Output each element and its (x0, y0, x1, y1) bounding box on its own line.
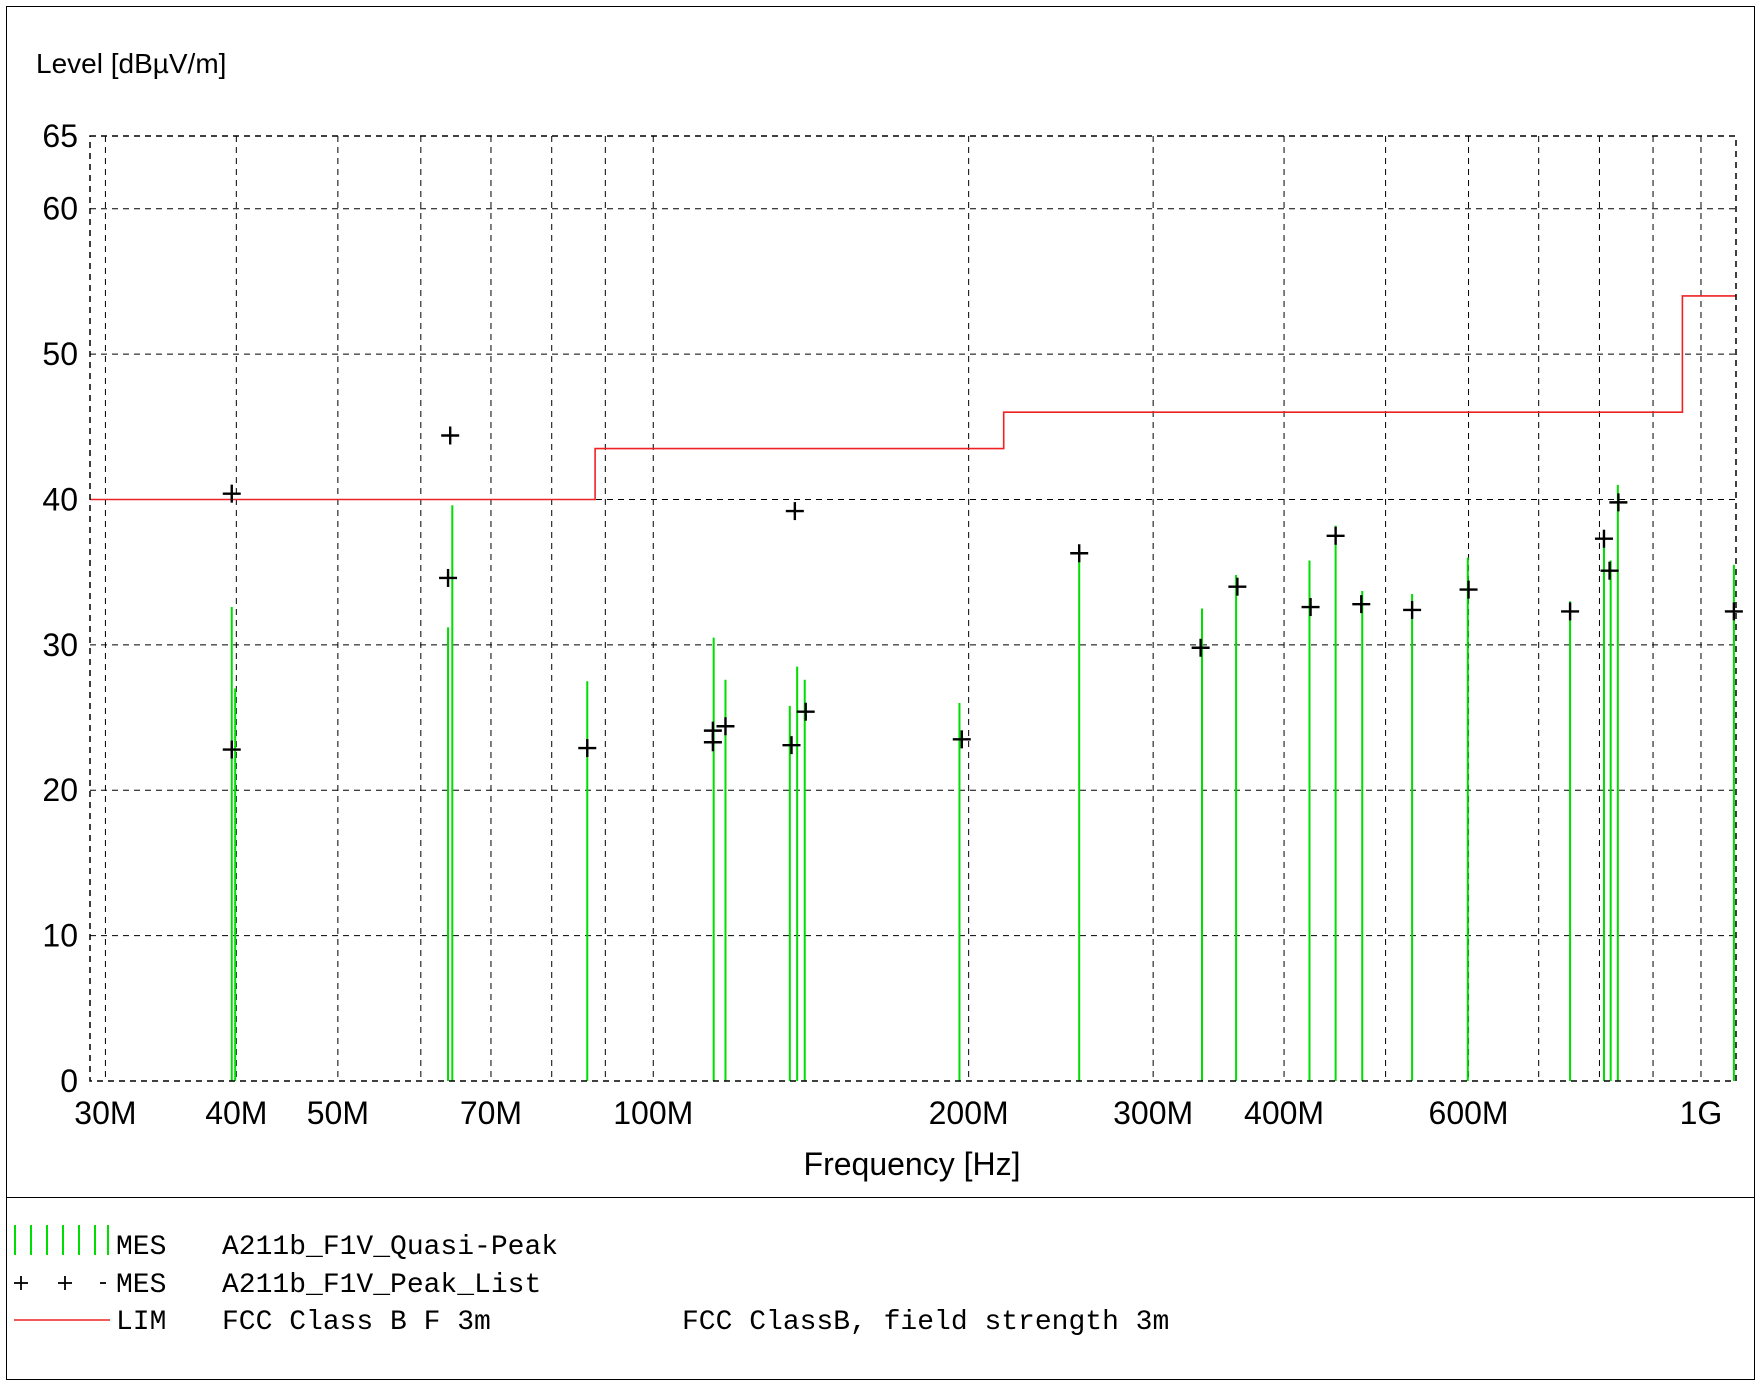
x-tick-label: 100M (613, 1095, 693, 1131)
legend-series-name: FCC Class B F 3m (222, 1307, 491, 1338)
x-tick-label: 400M (1244, 1095, 1324, 1131)
y-tick-label: 50 (42, 336, 78, 372)
y-tick-label: 30 (42, 627, 78, 663)
legend-tag: LIM (116, 1307, 166, 1338)
peak-marker (441, 426, 460, 445)
legend-series-description: FCC ClassB, field strength 3m (682, 1307, 1169, 1338)
peak-marker (439, 568, 458, 587)
quasi-peak-series (230, 484, 1735, 1081)
peak-marker (1301, 598, 1320, 617)
legend-swatch-quasi-peak (14, 1225, 109, 1255)
legend-series-name: A211b_F1V_Quasi-Peak (222, 1232, 558, 1263)
peak-marker (1352, 595, 1371, 614)
x-tick-label: 50M (307, 1095, 369, 1131)
y-tick-label: 0 (60, 1063, 78, 1099)
x-tick-label: 40M (205, 1095, 267, 1131)
peak-marker (578, 739, 597, 758)
peak-marker (1594, 529, 1613, 548)
peak-marker (716, 717, 735, 736)
x-tick-label: 300M (1113, 1095, 1193, 1131)
peak-marker (1459, 580, 1478, 599)
y-tick-labels: 0 10 20 30 40 50 60 65 (42, 118, 78, 1099)
legend-separator (6, 1197, 1755, 1198)
legend-series-name: A211b_F1V_Peak_List (222, 1270, 541, 1301)
grid (90, 136, 1736, 1081)
peak-marker (1191, 638, 1210, 657)
peak-marker (222, 740, 241, 759)
peak-marker (703, 733, 722, 752)
x-tick-labels: 30M 40M 50M 70M 100M 200M 300M 400M 600M 1G (74, 1095, 1722, 1131)
peak-marker (1609, 493, 1628, 512)
plot-area-border (89, 135, 1737, 1082)
peak-marker (1600, 561, 1619, 580)
x-tick-label: 70M (460, 1095, 522, 1131)
peak-marker (952, 730, 971, 749)
peak-marker (222, 484, 241, 503)
peak-marker (1561, 602, 1580, 621)
peak-marker (782, 736, 801, 755)
peak-marker (785, 502, 804, 521)
y-axis-label: Level [dBµV/m] (36, 48, 226, 79)
peak-marker (1724, 602, 1743, 621)
y-tick-label: 40 (42, 481, 78, 517)
peak-marker (796, 702, 815, 721)
x-axis-label: Frequency [Hz] (804, 1146, 1021, 1182)
legend: MES A211b_F1V_Quasi-Peak MES A211b_F1V_P… (14, 1225, 1169, 1338)
x-tick-label: 30M (74, 1095, 136, 1131)
peak-list-series (222, 426, 1743, 759)
y-tick-label: 65 (42, 118, 78, 154)
peak-marker (1070, 544, 1089, 563)
limit-line (90, 295, 1736, 501)
legend-tag: MES (116, 1270, 166, 1301)
peak-marker (1403, 600, 1422, 619)
limit-line-series (90, 295, 1736, 501)
peak-marker (1228, 577, 1247, 596)
y-tick-label: 20 (42, 772, 78, 808)
legend-tag: MES (116, 1232, 166, 1263)
peak-marker (1326, 526, 1345, 545)
x-tick-label: 200M (929, 1095, 1009, 1131)
y-tick-label: 60 (42, 191, 78, 227)
x-tick-label: 1G (1680, 1095, 1723, 1131)
x-tick-label: 600M (1429, 1095, 1509, 1131)
chart-frame (6, 6, 1755, 1380)
legend-swatch-peak-list (14, 1276, 106, 1290)
y-tick-label: 10 (42, 918, 78, 954)
